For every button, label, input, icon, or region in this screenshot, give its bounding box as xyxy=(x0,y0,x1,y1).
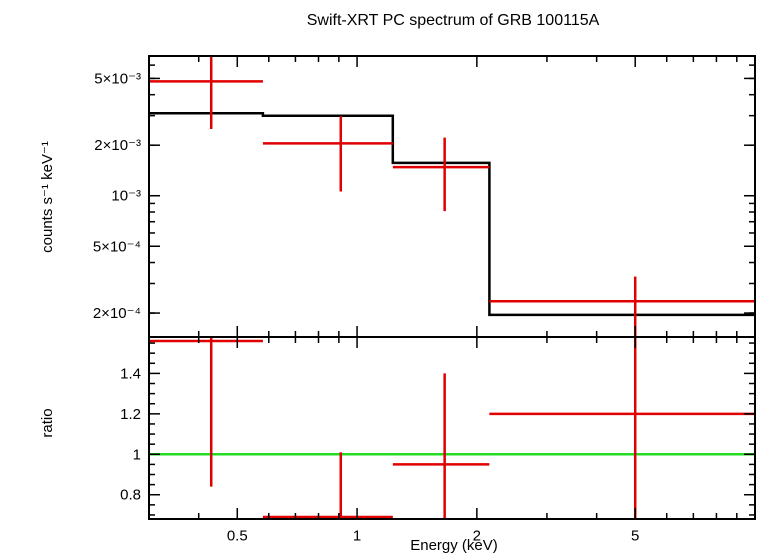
spectrum-y-axis-label: counts s⁻¹ keV⁻¹ xyxy=(39,141,56,253)
chart-title: Swift-XRT PC spectrum of GRB 100115A xyxy=(307,12,600,29)
x-tick-label: 2 xyxy=(473,528,481,545)
x-axis-label: Energy (keV) xyxy=(410,537,498,554)
ratio-data-point xyxy=(392,373,490,519)
spectrum-y-tick-label: 2×10⁻³ xyxy=(94,137,141,154)
spectrum-y-tick-label: 5×10⁻⁴ xyxy=(93,238,141,255)
ratio-data-group xyxy=(149,337,755,519)
ratio-data-point xyxy=(149,337,263,487)
ratio-panel: 0.8 1 1.2 1.4 xyxy=(120,336,756,520)
spectrum-data-group xyxy=(149,56,755,337)
x-tick-label: 0.5 xyxy=(227,528,248,545)
spectrum-frame xyxy=(148,55,756,338)
ratio-data-point xyxy=(489,337,755,519)
spectrum-data-point xyxy=(489,276,755,337)
spectrum-y-tick-label: 5×10⁻³ xyxy=(94,70,141,87)
ratio-y-tick-label: 1.2 xyxy=(120,406,141,423)
ratio-y-tick-label: 0.8 xyxy=(120,487,141,504)
x-tick-label: 1 xyxy=(353,528,361,545)
ratio-frame xyxy=(148,336,756,520)
ratio-y-axis-label: ratio xyxy=(39,408,56,437)
x-tick-label: 5 xyxy=(631,528,639,545)
chart-marks: 2×10⁻⁴5×10⁻⁴10⁻³2×10⁻³5×10⁻³0.811.21.40.… xyxy=(93,55,756,545)
spectrum-y-tick-label: 2×10⁻⁴ xyxy=(93,305,141,322)
ratio-data-point xyxy=(262,452,393,519)
ratio-y-tick-label: 1 xyxy=(133,446,141,463)
spectrum-y-tick-label: 10⁻³ xyxy=(111,188,141,205)
spectrum-panel: 2×10⁻⁴ 5×10⁻⁴ 10⁻³ 2×10⁻³ 5×10⁻³ xyxy=(93,55,756,338)
model-curve xyxy=(149,112,755,317)
spectrum-data-point xyxy=(149,56,263,129)
spectrum-data-point xyxy=(392,137,490,212)
ratio-y-tick-label: 1.4 xyxy=(120,365,141,382)
spectrum-data-point xyxy=(262,116,393,192)
